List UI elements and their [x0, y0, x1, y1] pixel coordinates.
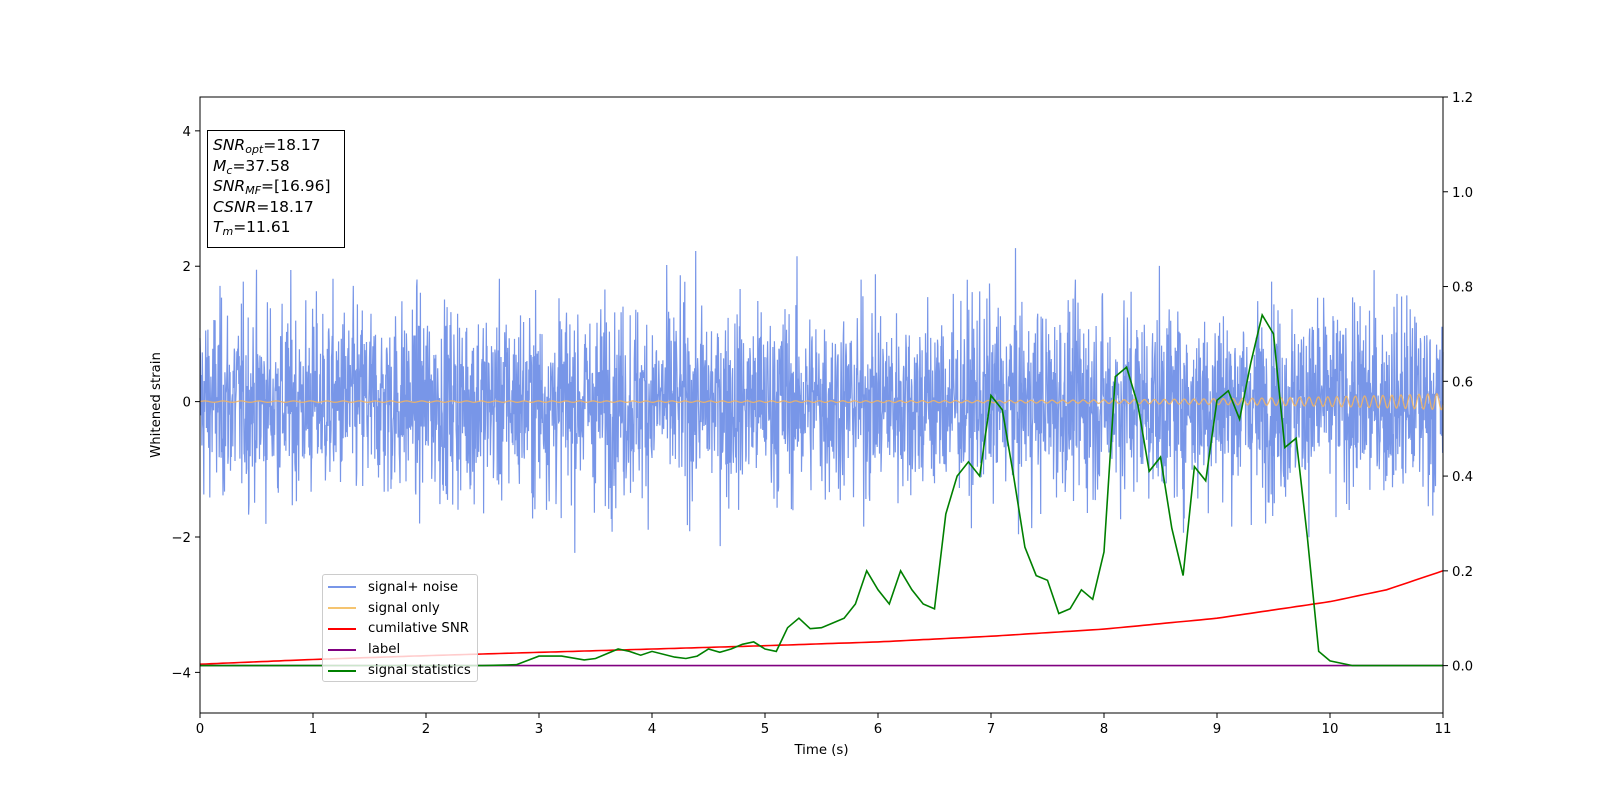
series-signal-only	[199, 392, 1444, 411]
y-axis-right: 1.2 1.0 0.8 0.6 0.4 0.2 0.0	[1443, 91, 1473, 675]
legend-label: cumilative SNR	[368, 621, 470, 637]
stats-annotation: SNRopt=18.17 Mc=37.58 SNRMF=[16.96] CSNR…	[207, 130, 345, 248]
y-tick-label: 0	[183, 396, 191, 411]
snr-opt-line: SNRopt=18.17	[213, 136, 321, 156]
tm-line: Tm=11.61	[213, 218, 291, 238]
series-line-signal-noise	[199, 248, 1444, 553]
tm-value: =11.61	[233, 218, 291, 236]
y-tick-label: 4	[183, 125, 191, 140]
legend-swatch	[328, 607, 356, 610]
snr-mf-line: SNRMF=[16.96]	[213, 177, 331, 197]
y2-tick-label: 1.0	[1452, 186, 1473, 201]
csnr-line: CSNR=18.17	[213, 197, 314, 216]
y-tick-label: −4	[171, 666, 191, 681]
snr-opt-value: =18.17	[263, 136, 321, 154]
series-signal-statistics	[200, 312, 1443, 667]
y-axis-label: Whitened strain	[149, 352, 164, 458]
legend-label: signal+ noise	[368, 579, 459, 595]
legend-label: signal only	[368, 600, 440, 616]
legend-swatch	[328, 648, 356, 651]
x-tick-label: 9	[1213, 722, 1221, 737]
x-tick-label: 1	[309, 722, 317, 737]
y-tick-label: −2	[171, 531, 191, 546]
legend-item-cumulative-snr: cumilative SNR	[323, 619, 477, 640]
y-tick-label: 2	[183, 260, 191, 275]
x-tick-label: 10	[1322, 722, 1339, 737]
x-tick-label: 4	[648, 722, 656, 737]
y2-tick-label: 1.2	[1452, 91, 1473, 106]
x-tick-label: 5	[761, 722, 769, 737]
legend-swatch	[328, 586, 356, 589]
legend-item-signal-noise: signal+ noise	[323, 577, 477, 598]
series-line-signal-statistics	[200, 312, 1443, 667]
plot-frame	[199, 96, 1444, 714]
csnr-value: =18.17	[256, 197, 314, 216]
y-axis-left: 4 2 0 −2 −4	[171, 125, 200, 681]
series-signal-noise	[199, 248, 1444, 553]
legend-item-label: label	[323, 639, 477, 660]
legend-swatch	[328, 627, 356, 630]
x-tick-label: 0	[196, 722, 204, 737]
x-tick-label: 11	[1435, 722, 1452, 737]
x-tick-label: 6	[874, 722, 882, 737]
y2-tick-label: 0.0	[1452, 660, 1473, 675]
legend: signal+ noise signal only cumilative SNR…	[322, 574, 478, 682]
y2-tick-label: 0.8	[1452, 281, 1473, 296]
x-tick-label: 8	[1100, 722, 1108, 737]
legend-label: label	[368, 642, 401, 658]
x-tick-label: 2	[422, 722, 430, 737]
y2-tick-label: 0.6	[1452, 375, 1473, 390]
mc-value: =37.58	[232, 156, 290, 175]
legend-label: signal statistics	[368, 663, 471, 679]
series-line-signal-only	[199, 392, 1444, 411]
x-axis: 0 1 2 3 4 5 6 7 8 9 10 11	[196, 713, 1452, 737]
y2-tick-label: 0.4	[1452, 470, 1473, 485]
snr-mf-value: =[16.96]	[261, 177, 331, 195]
legend-swatch	[328, 669, 356, 672]
x-tick-label: 3	[535, 722, 543, 737]
y2-tick-label: 0.2	[1452, 565, 1473, 580]
legend-item-signal-only: signal only	[323, 598, 477, 619]
x-tick-label: 7	[987, 722, 995, 737]
x-axis-label: Time (s)	[793, 743, 848, 758]
mc-line: Mc=37.58	[213, 156, 290, 177]
legend-item-signal-statistics: signal statistics	[323, 660, 477, 681]
